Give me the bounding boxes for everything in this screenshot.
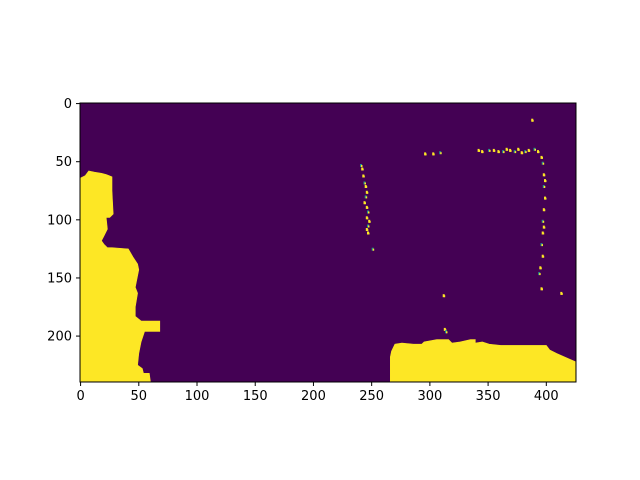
heatmap-speck-core (366, 191, 369, 194)
x-tick-label: 400 (534, 389, 559, 404)
heatmap-speck-core (543, 186, 546, 188)
heatmap-speck-core (366, 217, 369, 220)
x-tick-label: 350 (476, 389, 501, 404)
heatmap-speck-core (364, 202, 366, 205)
heatmap-speck-core (528, 149, 531, 152)
heatmap-region-left-blob (80, 170, 161, 382)
heatmap-speck-core (369, 220, 371, 223)
heatmap-speck-core (510, 149, 512, 152)
heatmap-speck-core (545, 197, 547, 200)
heatmap-speck-core (366, 206, 369, 209)
heatmap-speck-core (532, 119, 534, 122)
heatmap-speck-core (534, 148, 536, 151)
heatmap-speck-core (542, 255, 545, 258)
x-tick-label: 200 (301, 389, 326, 404)
heatmap-speck-core (543, 174, 546, 177)
heatmap-speck-core (440, 152, 442, 155)
heatmap-speck-core (482, 151, 484, 154)
y-tick-label: 200 (47, 330, 72, 345)
heatmap-background (80, 103, 576, 382)
heatmap-speck-core (425, 153, 427, 156)
heatmap-speck-core (361, 165, 363, 167)
heatmap-speck-core (542, 162, 545, 165)
heatmap-speck-core (518, 148, 520, 151)
heatmap-speck-core (541, 244, 543, 247)
heatmap-speck-core (539, 273, 541, 276)
heatmap-speck-core (538, 151, 540, 154)
heatmap-speck-core (540, 267, 542, 270)
x-tick-label: 150 (243, 389, 268, 404)
heatmap-speck-core (362, 168, 364, 171)
heatmap-speck-core (542, 232, 545, 235)
y-tick-label: 150 (47, 271, 72, 286)
x-tick-label: 50 (131, 389, 148, 404)
heatmap-speck-core (545, 180, 547, 183)
heatmap-speck-core (446, 331, 448, 334)
heatmap-speck-core (366, 229, 369, 231)
heatmap-speck-core (543, 209, 546, 212)
heatmap-speck-core (372, 248, 375, 251)
plot-frame (79, 102, 577, 383)
y-tick-label: 0 (64, 97, 72, 112)
heatmap-speck-core (478, 149, 481, 152)
heatmap-speck-core (543, 226, 546, 229)
heatmap-speck-core (542, 220, 545, 223)
heatmap-speck-core (498, 151, 500, 154)
heatmap-speck-core (493, 149, 496, 152)
y-tick-label: 100 (47, 213, 72, 228)
heatmap-speck-core (561, 292, 563, 295)
heatmap-speck-core (368, 232, 370, 235)
heatmap-speck-core (363, 175, 365, 178)
heatmap-speck-core (365, 196, 368, 199)
heatmap-speck-core (364, 182, 366, 185)
heatmap-speck-core (365, 186, 368, 188)
heatmap-speck-core (541, 156, 543, 159)
heatmap-speck-core (489, 149, 491, 152)
x-tick-label: 100 (185, 389, 210, 404)
heatmap-speck-core (444, 328, 447, 331)
heatmap-speck-core (506, 148, 509, 151)
heatmap-speck-core (368, 225, 370, 228)
x-tick-label: 250 (359, 389, 384, 404)
plot-area (80, 103, 576, 382)
heatmap-speck-core (368, 211, 370, 214)
heatmap-speck-core (525, 151, 527, 154)
heatmap-speck-core (433, 153, 435, 156)
heatmap-speck-core (443, 295, 446, 298)
y-tick-label: 50 (55, 155, 72, 170)
heatmap-region-bottom-right-blob (389, 339, 576, 382)
heatmap-speck-core (541, 288, 543, 291)
heatmap-speck-core (503, 151, 505, 154)
y-axis: 0 50 100 150 200 (47, 97, 80, 345)
heatmap-speck-core (521, 152, 524, 155)
x-axis: 0 50 100 150 200 250 300 350 400 (76, 382, 559, 404)
x-tick-label: 300 (417, 389, 442, 404)
x-tick-label: 0 (76, 389, 84, 404)
heatmap-speck-core (514, 151, 517, 154)
